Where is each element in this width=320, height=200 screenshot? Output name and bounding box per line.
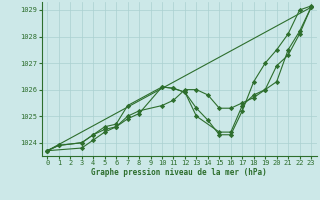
X-axis label: Graphe pression niveau de la mer (hPa): Graphe pression niveau de la mer (hPa) [91, 168, 267, 177]
